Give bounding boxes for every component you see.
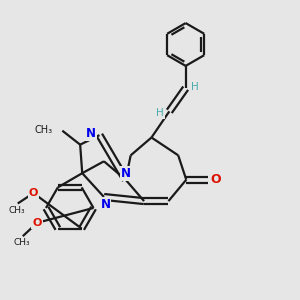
Text: N: N xyxy=(121,167,130,180)
Text: O: O xyxy=(29,188,38,198)
Text: O: O xyxy=(32,218,42,228)
Text: CH₃: CH₃ xyxy=(14,238,31,247)
Text: H: H xyxy=(156,108,164,118)
Text: CH₃: CH₃ xyxy=(9,206,26,214)
Text: CH₃: CH₃ xyxy=(35,125,53,135)
Text: N: N xyxy=(100,198,110,211)
Text: O: O xyxy=(210,173,221,186)
Text: N: N xyxy=(86,127,96,140)
Text: H: H xyxy=(191,82,199,92)
